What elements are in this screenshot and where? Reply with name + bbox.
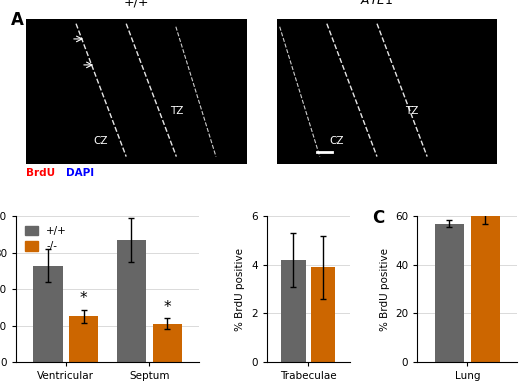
Text: BrdU: BrdU [26, 168, 55, 178]
Text: CZ: CZ [94, 136, 108, 146]
Text: C: C [372, 209, 384, 227]
Text: CZ: CZ [329, 136, 344, 146]
Legend: +/+, -/-: +/+, -/- [21, 222, 71, 256]
Text: *: * [164, 299, 171, 315]
Text: $ATE1^{-/-}$: $ATE1^{-/-}$ [361, 0, 413, 8]
Bar [33, 266, 62, 362]
Bar [311, 267, 335, 362]
Bar [69, 317, 98, 362]
Bar [117, 240, 146, 362]
Bar [153, 324, 182, 362]
Bar [471, 216, 500, 362]
Text: TZ: TZ [169, 106, 183, 116]
Text: *: * [80, 291, 88, 306]
Text: +/+: +/+ [124, 0, 149, 8]
Y-axis label: % BrdU positive: % BrdU positive [235, 248, 246, 331]
Bar [435, 224, 464, 362]
Bar [281, 260, 306, 362]
FancyBboxPatch shape [26, 19, 247, 164]
Text: A: A [11, 11, 24, 29]
FancyBboxPatch shape [277, 19, 497, 164]
Text: DAPI: DAPI [66, 168, 94, 178]
Text: TZ: TZ [406, 106, 419, 116]
Y-axis label: % BrdU positive: % BrdU positive [380, 248, 390, 331]
